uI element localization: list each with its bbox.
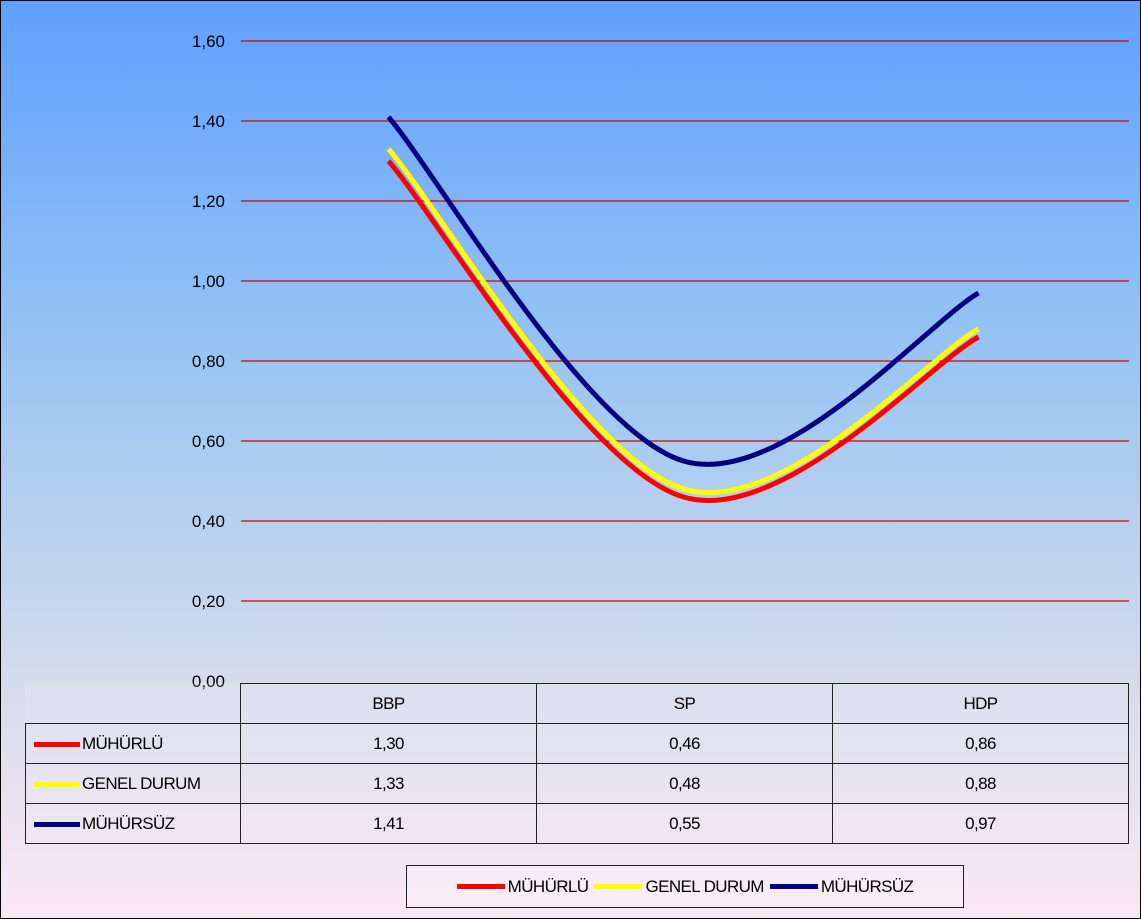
y-tick-label: 0,60 [192,432,225,451]
legend-label: GENEL DURUM [645,876,764,896]
y-tick-label: 0,40 [192,512,225,531]
data-table: BBP SP HDP MÜHÜRLÜ 1,30 0,46 0,86 GENEL DURUM 1,… [25,683,1129,844]
series-label: GENEL DURUM [25,763,241,804]
data-label: 0,46 [536,723,833,764]
series-label: MÜHÜRSÜZ [25,803,241,844]
y-tick-label: 1,20 [192,192,225,211]
legend-label: MÜHÜRLÜ [507,876,589,896]
series-swatch [34,821,80,827]
data-label: 1,30 [240,723,537,764]
x-tick-label: SP [536,683,833,724]
series-line [386,115,980,467]
series-label: MÜHÜRLÜ [25,723,241,764]
legend-item: MÜHÜRSÜZ [769,876,914,897]
series-swatch [34,781,80,787]
series-lines [386,115,980,503]
y-tick-label: 1,60 [192,32,225,51]
series-line [386,159,980,503]
y-tick-label: 0,20 [192,592,225,611]
series-name: GENEL DURUM [82,773,201,793]
y-tick-label: 0,80 [192,352,225,371]
legend-swatch [769,884,818,889]
legend-item: MÜHÜRLÜ [456,876,589,897]
series-swatch [34,741,80,747]
table-row: MÜHÜRSÜZ 1,41 0,55 0,97 [25,803,1129,844]
legend-swatch [594,884,643,889]
data-label: 0,55 [536,803,833,844]
x-tick-label: BBP [240,683,537,724]
data-label: 0,48 [536,763,833,804]
table-corner [25,683,241,724]
table-row: MÜHÜRLÜ 1,30 0,46 0,86 [25,723,1129,764]
y-tick-label: 1,00 [192,272,225,291]
data-label: 1,41 [240,803,537,844]
y-tick-label: 1,40 [192,112,225,131]
legend-item: GENEL DURUM [594,876,764,897]
y-axis: 0,000,200,400,600,801,001,201,401,60 [192,32,225,691]
legend-swatch [456,884,505,889]
series-name: MÜHÜRLÜ [82,733,163,753]
series-line [386,147,980,496]
data-label: 0,97 [832,803,1129,844]
data-label: 1,33 [240,763,537,804]
table-row: GENEL DURUM 1,33 0,48 0,88 [25,763,1129,804]
series-name: MÜHÜRSÜZ [82,813,175,833]
data-label: 0,88 [832,763,1129,804]
legend-label: MÜHÜRSÜZ [820,876,914,896]
gridlines [241,40,1129,602]
table-header-row: BBP SP HDP [25,683,1129,724]
legend: MÜHÜRLÜ GENEL DURUM MÜHÜRSÜZ [406,865,964,908]
data-label: 0,86 [832,723,1129,764]
x-tick-label: HDP [832,683,1129,724]
